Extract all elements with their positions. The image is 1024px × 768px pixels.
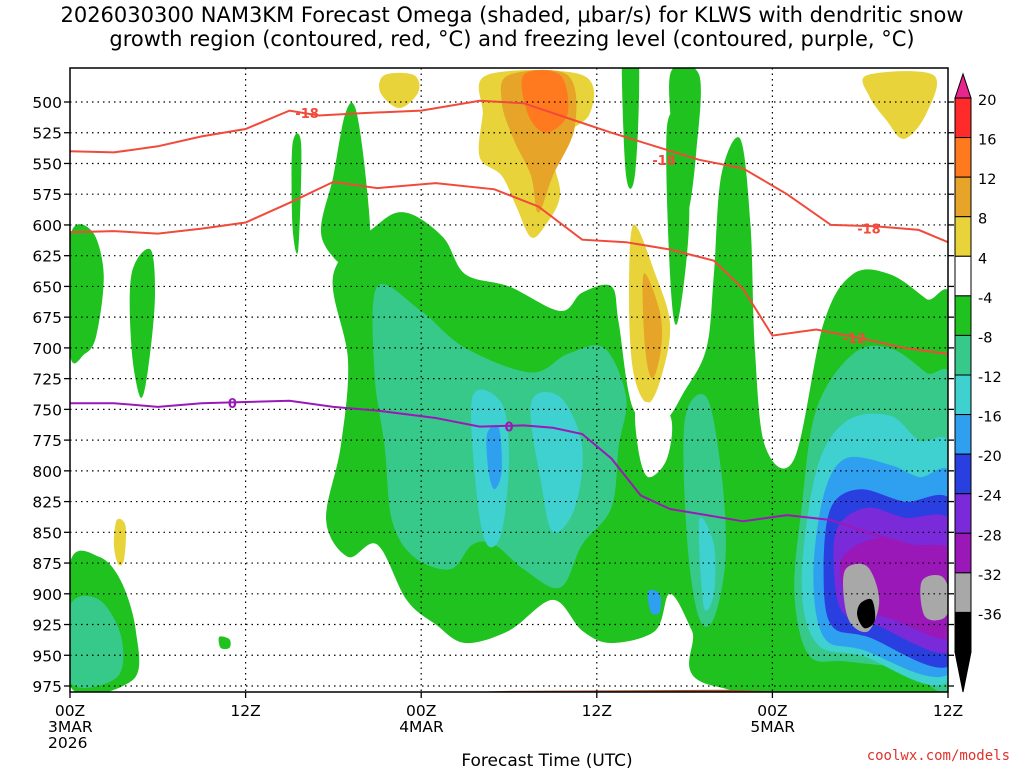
freezing-label-1: 0 — [228, 397, 237, 412]
omega-black-core — [857, 598, 876, 629]
x-tick-label: 12Z — [230, 702, 260, 720]
colorbar-segment — [954, 532, 972, 574]
omega-gold-mid — [642, 273, 663, 379]
omega-yellow-small-1 — [113, 518, 127, 566]
chart-title-line1: 2026030300 NAM3KM Forecast Omega (shaded… — [60, 3, 964, 27]
omega-green-thin-2 — [320, 102, 371, 275]
y-tick-label: 975 — [32, 678, 62, 696]
x-tick-label: 12Z — [933, 702, 963, 720]
dgz-label-3: -18 — [857, 223, 881, 238]
colorbar-label: -28 — [978, 528, 1002, 544]
dgz-contour-top — [69, 99, 949, 244]
y-tick-label: 750 — [32, 401, 62, 419]
colorbar-segment — [954, 176, 972, 218]
chart-title-line2: growth region (contoured, red, °C) and f… — [109, 27, 915, 51]
omega-green-spec — [218, 636, 231, 650]
omega-blue-center2 — [647, 589, 662, 615]
y-tick-label: 850 — [32, 524, 62, 542]
omega-magenta-right — [839, 538, 948, 640]
y-tick-label: 950 — [32, 647, 62, 665]
x-tick-date: 4MAR — [399, 718, 444, 736]
x-tick-year: 2026 — [48, 734, 87, 752]
x-tick-label: 00Z — [757, 702, 787, 720]
colorbar-label: 16 — [978, 133, 996, 149]
colorbar-label: 4 — [978, 251, 987, 267]
colorbar-segment — [954, 295, 972, 336]
y-tick-label: 675 — [32, 309, 62, 327]
y-tick-label: 500 — [32, 94, 62, 112]
y-tick-label: 875 — [32, 555, 62, 573]
colorbar-segment — [954, 334, 972, 376]
omega-white-hole-2 — [634, 401, 673, 478]
grid — [70, 68, 948, 692]
colorbar-label: -32 — [978, 568, 1002, 584]
colorbar-segment — [954, 137, 972, 178]
colorbar-segment — [954, 572, 972, 613]
x-tick-label: 12Z — [582, 702, 612, 720]
x-tick-label: 00Z — [406, 702, 436, 720]
x-axis-label: Forecast Time (UTC) — [461, 751, 632, 768]
freezing-level-contour — [70, 399, 948, 549]
colorbar-segment — [954, 453, 972, 495]
colorbar-segment — [954, 216, 972, 257]
y-tick-label: 825 — [32, 494, 62, 512]
omega-teal-left — [70, 595, 124, 688]
omega-cyan-mid-right — [698, 517, 716, 611]
credit-text: coolwx.com/models — [866, 748, 1010, 764]
colorbar-label: -4 — [978, 291, 992, 307]
y-tick-label: 625 — [32, 248, 62, 266]
colorbar-segment — [954, 493, 972, 534]
colorbar-label: 8 — [978, 212, 987, 228]
colorbar-bottom-triangle — [954, 651, 972, 693]
y-tick-label: 650 — [32, 278, 62, 296]
colorbar-label: -36 — [978, 607, 1002, 623]
colorbar-label: -20 — [978, 449, 1002, 465]
y-tick-label: 775 — [32, 432, 62, 450]
y-tick-label: 725 — [32, 371, 62, 389]
colorbar-label: -8 — [978, 330, 992, 346]
dgz-label-1: -18 — [295, 107, 319, 122]
colorbar-label: 20 — [978, 93, 996, 109]
colorbar-segment — [954, 97, 972, 139]
x-tick-date: 3MAR — [48, 718, 93, 736]
omega-green-left-stripe — [129, 248, 156, 398]
omega-green-main — [326, 137, 948, 692]
omega-orange-main — [521, 70, 569, 133]
omega-field — [70, 68, 948, 692]
colorbar-segment — [954, 374, 972, 416]
y-tick-label: 550 — [32, 155, 62, 173]
omega-green-mid-gap — [621, 68, 640, 189]
dgz-label-4: -12 — [843, 332, 867, 347]
omega-gray-right-2 — [920, 575, 948, 621]
colorbar-segment — [954, 611, 972, 653]
y-tick-label: 800 — [32, 463, 62, 481]
colorbar-top-triangle — [954, 72, 972, 99]
y-tick-label: 900 — [32, 586, 62, 604]
colorbar-label: -24 — [978, 489, 1002, 505]
plot-frame — [69, 67, 949, 693]
x-tick-date: 5MAR — [750, 718, 795, 736]
dgz-label-2: -18 — [652, 154, 676, 169]
omega-yellow-right — [862, 71, 938, 139]
colorbar-label: -12 — [978, 370, 1002, 386]
x-tick-label: 00Z — [55, 702, 85, 720]
colorbar-segment — [954, 414, 972, 455]
omega-blue-center — [486, 425, 502, 490]
omega-yellow-top-left — [379, 72, 420, 109]
colorbar-segment — [954, 255, 972, 297]
y-tick-label: 600 — [32, 217, 62, 235]
omega-green-left-top — [70, 224, 104, 364]
y-tick-label: 700 — [32, 340, 62, 358]
y-tick-label: 575 — [32, 186, 62, 204]
omega-green-col — [666, 111, 690, 325]
dgz-contour-bottom — [69, 180, 949, 355]
colorbar: 20 16 12 8 4 -4 -8 -12 -16 -20 -24 -28 -32 -36 — [954, 72, 1002, 693]
y-tick-label: 925 — [32, 617, 62, 635]
colorbar-label: 12 — [978, 172, 996, 188]
freezing-label-2: 0 — [504, 421, 513, 436]
colorbar-label: -16 — [978, 410, 1002, 426]
y-tick-label: 525 — [32, 125, 62, 143]
